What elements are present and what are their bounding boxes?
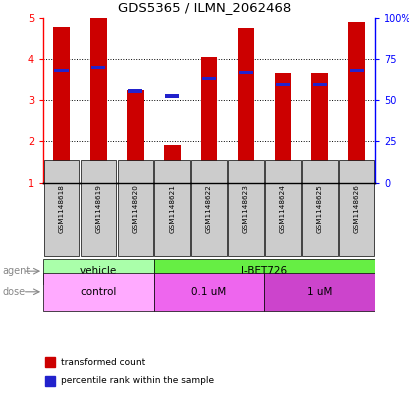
Bar xyxy=(349,69,363,72)
Text: percentile rank within the sample: percentile rank within the sample xyxy=(61,376,213,385)
Bar xyxy=(90,18,106,183)
Text: GSM1148625: GSM1148625 xyxy=(316,184,322,233)
Text: GSM1148618: GSM1148618 xyxy=(58,184,64,233)
Text: GSM1148623: GSM1148623 xyxy=(243,184,248,233)
Text: GSM1148621: GSM1148621 xyxy=(169,184,175,233)
Text: GDS5365 / ILMN_2062468: GDS5365 / ILMN_2062468 xyxy=(118,1,291,14)
Bar xyxy=(338,160,373,257)
Text: GSM1148626: GSM1148626 xyxy=(353,184,359,233)
Bar xyxy=(265,160,300,257)
Bar xyxy=(191,160,226,257)
Bar xyxy=(43,259,153,284)
Bar xyxy=(228,160,263,257)
Bar xyxy=(312,83,326,86)
Bar xyxy=(237,28,254,183)
Bar xyxy=(202,77,216,80)
Bar xyxy=(53,27,70,183)
Bar xyxy=(154,160,189,257)
Text: vehicle: vehicle xyxy=(80,266,117,276)
Text: 1 uM: 1 uM xyxy=(306,287,332,297)
Bar xyxy=(153,273,264,311)
Bar xyxy=(45,357,55,367)
Bar xyxy=(153,259,374,284)
Text: GSM1148622: GSM1148622 xyxy=(206,184,211,233)
Bar xyxy=(274,73,290,183)
Bar xyxy=(311,73,327,183)
Text: transformed count: transformed count xyxy=(61,358,145,367)
Text: 0.1 uM: 0.1 uM xyxy=(191,287,226,297)
Text: GSM1148620: GSM1148620 xyxy=(132,184,138,233)
Bar xyxy=(200,57,217,183)
Bar xyxy=(44,160,79,257)
Bar xyxy=(81,160,116,257)
Bar xyxy=(164,145,180,183)
Bar xyxy=(127,90,143,183)
Bar xyxy=(54,69,68,72)
Bar xyxy=(128,90,142,93)
Bar xyxy=(275,83,289,86)
Bar xyxy=(264,273,374,311)
Text: I-BET726: I-BET726 xyxy=(241,266,287,276)
Bar xyxy=(43,273,153,311)
Text: GSM1148619: GSM1148619 xyxy=(95,184,101,233)
Text: dose: dose xyxy=(2,287,25,297)
Text: control: control xyxy=(80,287,116,297)
Bar xyxy=(348,22,364,183)
Bar xyxy=(45,376,55,386)
Text: GSM1148624: GSM1148624 xyxy=(279,184,285,233)
Bar xyxy=(238,70,252,74)
Bar xyxy=(117,160,153,257)
Bar xyxy=(165,94,179,98)
Bar xyxy=(91,66,105,69)
Text: agent: agent xyxy=(2,266,30,276)
Bar xyxy=(301,160,337,257)
